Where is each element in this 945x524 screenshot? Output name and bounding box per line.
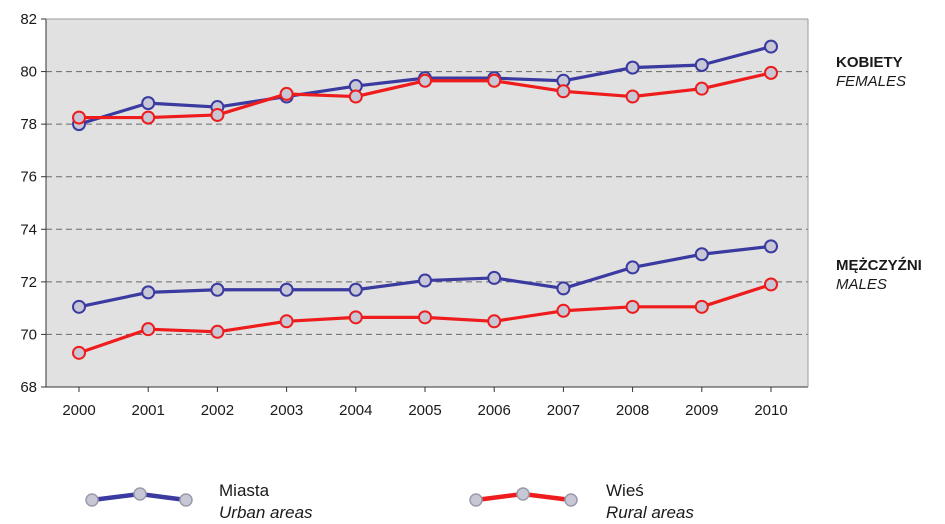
point-rural_females-2001 [141,110,156,125]
x-tick-label-2010: 2010 [754,402,787,419]
point-rural_females-2004 [348,89,363,104]
point-urban_males-2009 [694,247,709,262]
point-urban_males-2008 [625,260,640,275]
series-rural_males [72,277,778,360]
group-label-females-pl: KOBIETY [836,54,903,71]
point-rural_females-2005 [418,73,432,88]
point-rural_females-2000 [72,110,86,125]
point-rural_males-2006 [487,314,502,329]
legend-entry-rural: Wieś Rural areas [606,480,694,524]
x-tick-label-2004: 2004 [339,402,372,419]
point-urban_males-2010 [764,239,778,254]
legend-swatch-urban [85,487,193,507]
point-rural_males-2009 [694,299,709,314]
point-urban_females-2001 [141,96,156,111]
x-tick-label-2008: 2008 [616,402,649,419]
legend-marker-rural-0 [469,493,483,507]
legend-marker-rural-2 [564,493,578,507]
legend-urban-en: Urban areas [219,503,313,522]
legend-marker-urban-1 [133,487,147,501]
point-rural_males-2010 [764,277,778,292]
point-urban_males-2007 [556,281,571,296]
group-label-males: MĘŻCZYŹNI MALES [836,256,922,294]
point-urban_males-2000 [72,299,86,314]
point-urban_males-2004 [348,282,363,297]
point-urban_males-2003 [279,282,294,297]
point-urban_males-2001 [141,285,156,300]
y-tick-label-76: 76 [20,169,37,186]
series-urban_males [72,239,778,314]
point-rural_females-2009 [694,81,709,96]
x-tick-label-2003: 2003 [270,402,303,419]
point-urban_females-2009 [694,58,709,72]
series-layer [72,39,778,360]
point-rural_females-2006 [487,73,502,88]
axes: 68 70 72 74 76 78 80 82 2000 2001 2002 2003 2004 2005… [20,11,809,419]
point-urban_males-2002 [210,282,225,297]
legend-urban-pl: Miasta [219,481,270,500]
group-label-males-en: MALES [836,276,887,293]
y-tick-label-74: 74 [20,221,37,238]
group-label-males-pl: MĘŻCZYŹNI [836,257,922,274]
x-tick-label-2002: 2002 [201,402,234,419]
point-rural_females-2007 [556,84,571,99]
y-tick-label-78: 78 [20,116,37,133]
legend-rural-en: Rural areas [606,503,694,522]
point-rural_females-2008 [625,89,640,104]
y-tick-label-82: 82 [20,11,37,28]
legend-swatches [85,487,578,507]
point-urban_females-2008 [625,60,640,75]
series-rural_females [72,65,778,125]
point-rural_males-2005 [418,310,432,325]
point-rural_males-2001 [141,322,156,337]
point-rural_females-2002 [210,107,225,122]
y-tick-label-70: 70 [20,326,37,343]
group-label-females-en: FEMALES [836,73,907,90]
x-tick-label-2005: 2005 [408,402,441,419]
point-rural_males-2007 [556,303,571,318]
y-tick-label-72: 72 [20,274,37,291]
legend-marker-rural-1 [516,487,530,501]
x-tick-label-2006: 2006 [478,402,511,419]
point-rural_females-2010 [764,65,778,80]
y-tick-label-80: 80 [20,64,37,81]
legend-rural-pl: Wieś [606,481,644,500]
x-tick-label-2001: 2001 [132,402,165,419]
legend-marker-urban-2 [179,493,193,507]
legend-marker-urban-0 [85,493,99,507]
x-tick-label-2007: 2007 [547,402,580,419]
point-rural_males-2004 [348,310,363,325]
group-label-females: KOBIETY FEMALES [836,53,906,91]
point-urban_males-2005 [418,273,432,288]
point-rural_males-2003 [279,314,294,329]
legend-entry-urban: Miasta Urban areas [219,480,313,524]
point-rural_males-2008 [625,299,640,314]
point-rural_males-2000 [72,345,86,360]
legend-swatch-rural [469,487,578,507]
y-tick-label-68: 68 [20,379,37,396]
x-tick-label-2000: 2000 [62,402,95,419]
point-urban_males-2006 [487,270,502,285]
x-tick-label-2009: 2009 [685,402,718,419]
point-urban_females-2010 [764,39,778,54]
point-rural_males-2002 [210,324,225,339]
point-rural_females-2003 [279,86,294,101]
